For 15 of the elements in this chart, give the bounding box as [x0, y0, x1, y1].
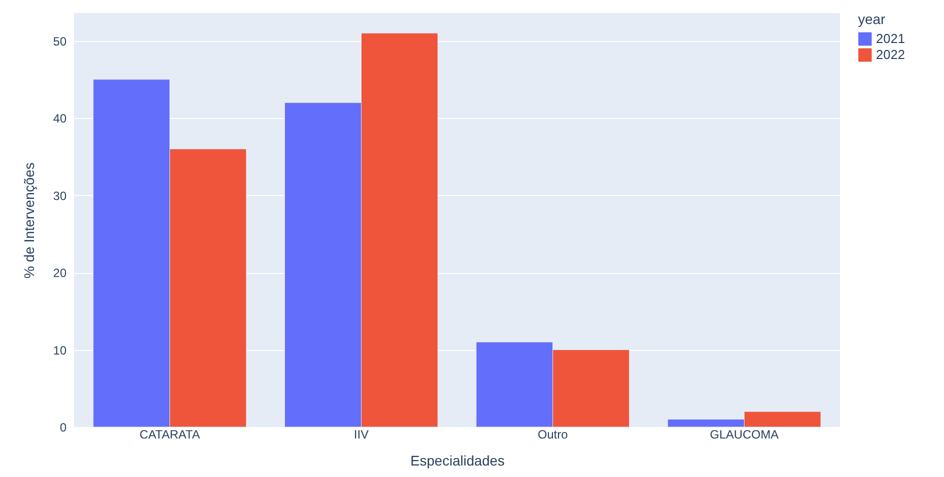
x-tick-label: Outro	[538, 428, 568, 442]
y-tick-label: 0	[60, 420, 67, 434]
legend-label: 2022	[876, 47, 905, 62]
x-tick-label: IIV	[354, 428, 369, 442]
y-tick-label: 50	[53, 34, 67, 48]
y-tick-label: 10	[53, 343, 67, 358]
x-tick-label: CATARATA	[140, 428, 200, 442]
y-tick-label: 40	[53, 112, 67, 126]
legend-title: year	[858, 11, 886, 27]
x-tick-label: GLAUCOMA	[710, 428, 779, 442]
legend-label: 2021	[876, 31, 905, 46]
y-axis-title: % de Intervenções	[21, 162, 38, 278]
x-axis-title: Especialidades	[410, 452, 505, 468]
y-tick-label: 20	[53, 266, 67, 280]
y-tick-label: 30	[53, 188, 67, 203]
